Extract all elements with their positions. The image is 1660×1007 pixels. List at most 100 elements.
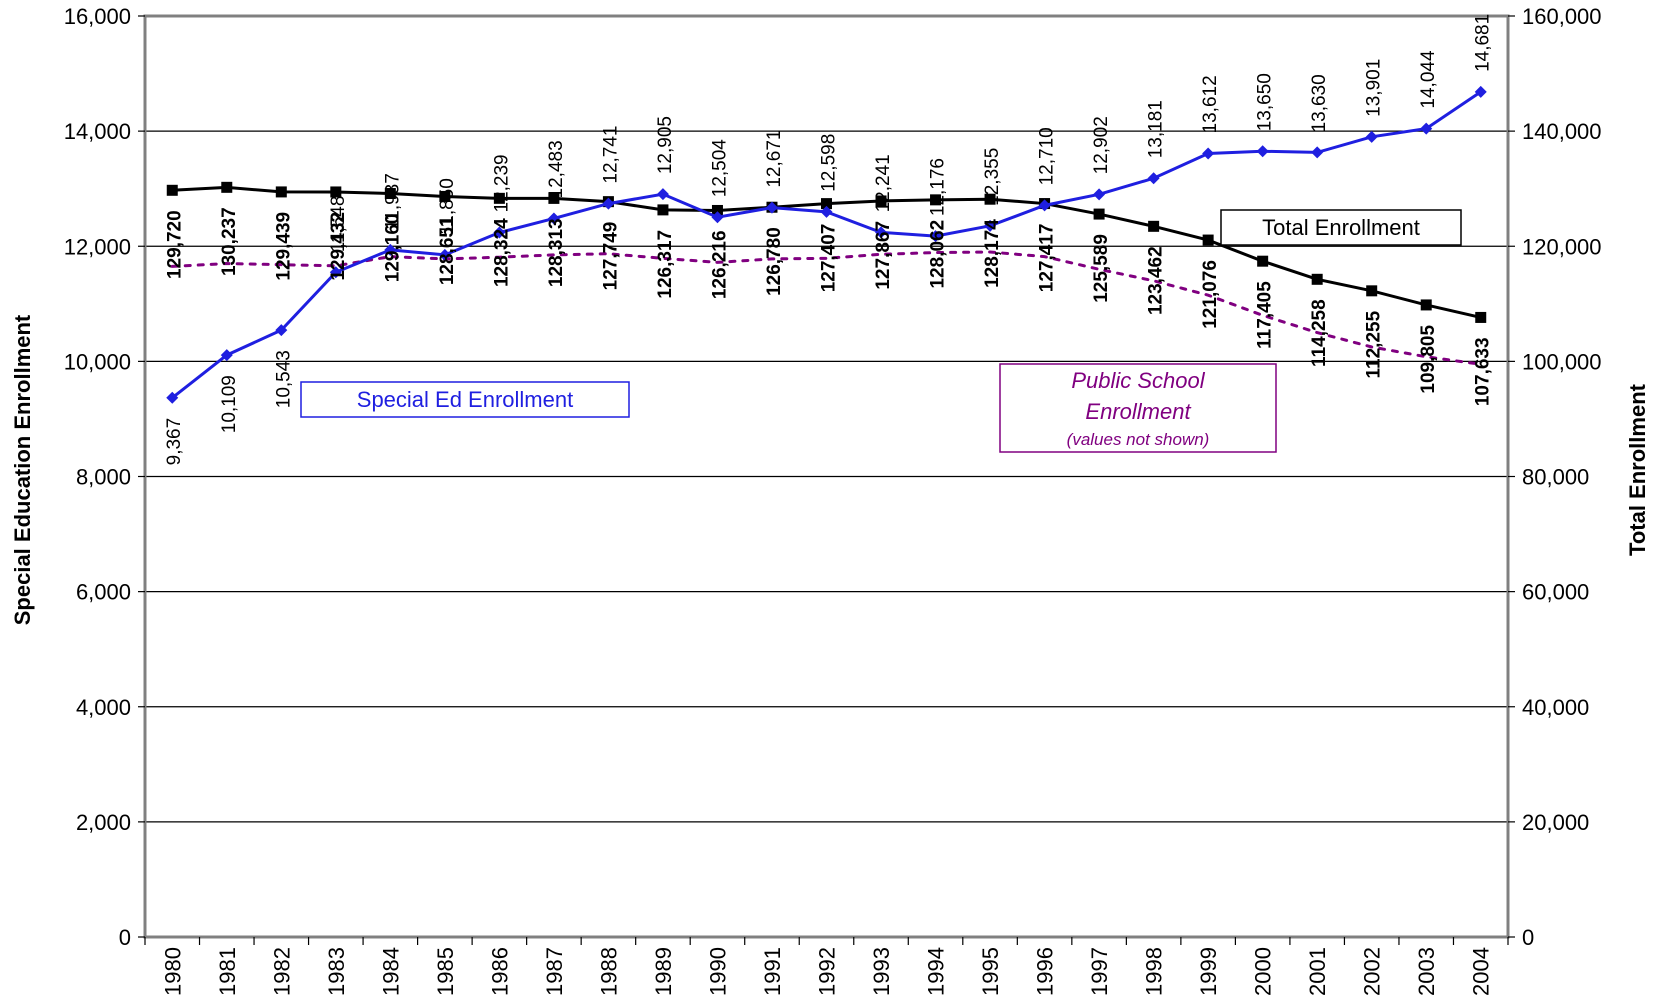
special-ed-data-label: 9,367 [164, 418, 185, 466]
special-ed-data-labels: 9,367 10,109 10,543 11,548 11,937 11,850 12,23… [164, 14, 1493, 466]
x-tick-label: 2002 [1360, 947, 1385, 996]
special-ed-data-label: 12,241 [873, 154, 894, 212]
total-enrollment-point [1311, 273, 1323, 285]
total-enrollment-point [984, 193, 996, 205]
total-enrollment-point [548, 192, 560, 204]
total-enrollment-point [439, 190, 451, 202]
special-ed-point [1474, 85, 1487, 98]
special-ed-point [711, 211, 724, 224]
special-ed-data-label: 14,044 [1418, 50, 1439, 109]
x-axis-ticks: 1980 1981 1982 1983 1984 1985 1986 1987 1988 1989… [144, 937, 1509, 996]
special-ed-point [547, 212, 560, 225]
special-ed-point [765, 201, 778, 214]
right-tick-label: 20,000 [1522, 810, 1589, 835]
legend-public-school-note: (values not shown) [1067, 430, 1210, 449]
x-tick-label: 1994 [924, 947, 949, 996]
special-ed-point [493, 226, 506, 239]
x-tick-label: 1997 [1087, 947, 1112, 996]
total-enrollment-data-label: 130,237 [219, 207, 240, 276]
total-enrollment-data-label: 112,255 [1364, 310, 1385, 378]
special-ed-point [1365, 130, 1378, 143]
legend-total-label: Total Enrollment [1262, 215, 1420, 240]
special-ed-point [275, 324, 288, 337]
total-enrollment-data-label: 127,417 [1037, 224, 1058, 293]
special-ed-point [875, 226, 888, 239]
total-enrollment-data-label: 129,720 [164, 210, 185, 279]
right-tick-label: 0 [1522, 925, 1534, 950]
total-enrollment-data-label: 126,216 [709, 230, 730, 299]
special-ed-data-label: 11,548 [328, 196, 349, 253]
right-axis-ticks: 0 20,000 40,000 60,000 80,000 100,000 120,000 1… [1508, 4, 1602, 950]
x-tick-label: 1987 [542, 947, 567, 996]
x-tick-label: 1981 [215, 947, 240, 996]
special-ed-data-label: 12,176 [928, 158, 949, 216]
total-enrollment-data-label: 128,313 [546, 218, 567, 287]
total-enrollment-data-label: 121,076 [1200, 260, 1221, 329]
total-enrollment-data-label: 129,432 [328, 212, 349, 281]
legend-public-school-line-2: Enrollment [1085, 399, 1191, 424]
total-enrollment-point [166, 184, 178, 196]
total-enrollment-data-label: 128,174 [982, 219, 1003, 288]
total-enrollment-data-label: 126,317 [655, 230, 676, 299]
left-tick-label: 8,000 [76, 465, 131, 490]
legend-special-ed-label: Special Ed Enrollment [357, 387, 573, 412]
total-enrollment-data-label: 117,405 [1255, 281, 1276, 349]
total-enrollment-point [821, 198, 832, 210]
total-enrollment-point [493, 192, 505, 204]
total-enrollment-data-label: 129,439 [273, 212, 294, 281]
x-tick-label: 1988 [596, 947, 621, 996]
right-tick-label: 80,000 [1522, 465, 1589, 490]
special-ed-point [820, 205, 833, 218]
special-ed-point [438, 248, 451, 261]
special-ed-point [1093, 188, 1106, 201]
special-ed-point [1147, 172, 1160, 185]
left-tick-label: 10,000 [64, 349, 131, 374]
special-ed-point [656, 188, 669, 201]
special-ed-data-label: 12,710 [1037, 127, 1058, 185]
x-tick-label: 2000 [1251, 947, 1276, 996]
total-enrollment-data-label: 125,589 [1091, 234, 1112, 303]
special-ed-point [602, 197, 615, 210]
total-enrollment-point [1093, 208, 1105, 220]
x-tick-label: 2003 [1414, 947, 1439, 996]
x-tick-label: 1990 [705, 947, 730, 996]
special-ed-point [1038, 199, 1051, 212]
x-tick-label: 2004 [1469, 947, 1494, 996]
total-enrollment-data-labels: 129,720 130,237 129,439 129,432 129,160 128,6… [164, 207, 1493, 406]
special-ed-data-label: 12,483 [546, 140, 567, 198]
total-enrollment-point [1148, 220, 1160, 232]
x-tick-label: 1996 [1033, 947, 1058, 996]
right-tick-label: 100,000 [1522, 349, 1602, 374]
x-tick-label: 1982 [269, 947, 294, 996]
special-ed-point [1420, 122, 1433, 135]
left-tick-label: 2,000 [76, 810, 131, 835]
special-ed-data-label: 13,612 [1200, 75, 1221, 133]
special-ed-point [384, 243, 397, 256]
x-tick-label: 1991 [760, 947, 785, 996]
special-ed-data-label: 13,181 [1146, 100, 1167, 158]
left-tick-label: 6,000 [76, 580, 131, 605]
x-tick-label: 1995 [978, 947, 1003, 996]
x-tick-label: 1993 [869, 947, 894, 996]
total-enrollment-data-label: 127,407 [819, 224, 840, 293]
total-enrollment-data-label: 128,324 [491, 218, 512, 287]
legend-public-school-label: Public School Enrollment [1071, 368, 1205, 424]
legend-public-school: Public School Enrollment (values not show… [999, 363, 1277, 453]
special-ed-data-label: 13,901 [1364, 59, 1385, 117]
right-tick-label: 40,000 [1522, 695, 1589, 720]
special-ed-point [220, 349, 233, 362]
total-enrollment-point [1202, 234, 1214, 246]
x-tick-label: 1985 [433, 947, 458, 996]
special-ed-data-label: 12,905 [655, 116, 676, 174]
special-ed-data-label: 11,850 [437, 178, 458, 235]
total-enrollment-data-label: 129,160 [382, 214, 403, 283]
x-tick-label: 1992 [815, 947, 840, 996]
left-axis-ticks: 0 2,000 4,000 6,000 8,000 10,000 12,000 14,000 1… [64, 4, 145, 950]
special-ed-data-label: 13,630 [1309, 74, 1330, 132]
special-ed-point [984, 219, 997, 232]
public-school-line [170, 250, 1483, 366]
total-enrollment-data-label: 127,867 [873, 221, 894, 290]
special-ed-data-label: 10,109 [219, 375, 240, 433]
total-enrollment-point [1420, 299, 1432, 311]
